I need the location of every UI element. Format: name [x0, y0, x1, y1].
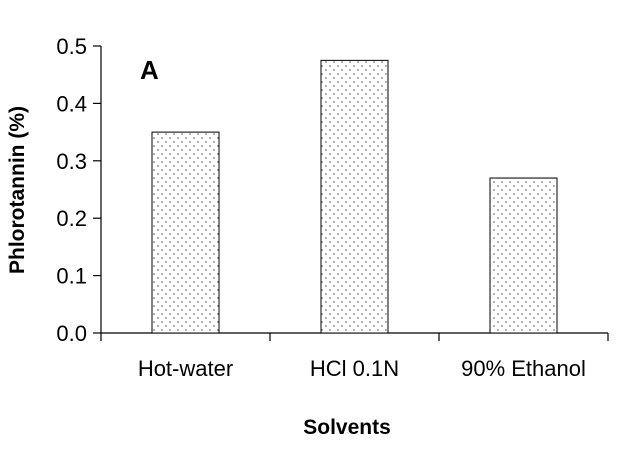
y-tick-label: 0.2 [56, 206, 87, 231]
y-tick-label: 0.0 [56, 321, 87, 346]
y-tick-label: 0.4 [56, 91, 87, 116]
x-category-label: 90% Ethanol [461, 356, 586, 381]
bars [151, 59, 558, 334]
x-axis [100, 332, 609, 341]
bar-hcl-0-1n [320, 59, 389, 334]
panel-label: A [140, 55, 159, 85]
y-axis: 0.0 0.1 0.2 0.3 0.4 0.5 [56, 34, 102, 346]
bar-hot-water [151, 131, 220, 334]
x-category-label: Hot-water [138, 356, 233, 381]
y-tick-label: 0.3 [56, 149, 87, 174]
category-labels: Hot-water HCl 0.1N 90% Ethanol [138, 356, 586, 381]
x-category-label: HCl 0.1N [310, 356, 399, 381]
bar-90-ethanol [489, 177, 558, 334]
x-axis-title: Solvents [303, 416, 391, 439]
y-axis-title: Phlorotannin (%) [6, 106, 29, 274]
y-tick-label: 0.5 [56, 34, 87, 59]
y-tick-label: 0.1 [56, 264, 87, 289]
